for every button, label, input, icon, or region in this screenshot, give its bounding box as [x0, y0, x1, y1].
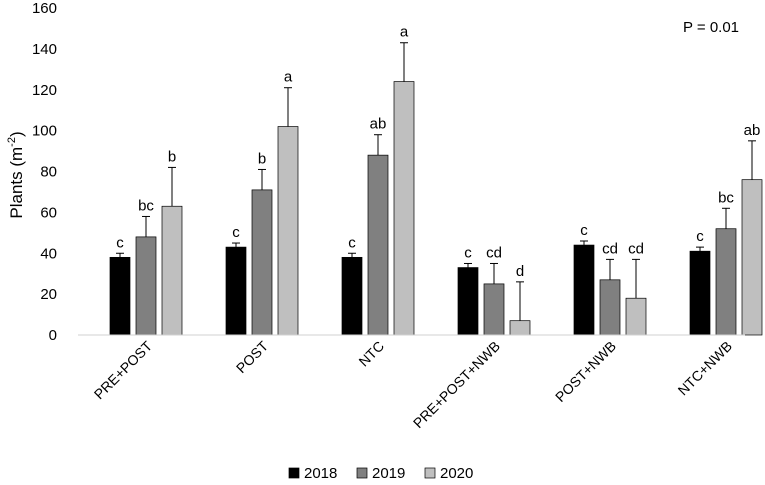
bar-2020-5: [741, 179, 763, 336]
significance-letter: c: [348, 234, 356, 251]
legend-swatch-2019: [356, 467, 368, 479]
bar-2020-4: [625, 297, 647, 336]
y-axis-title-close: ): [7, 131, 26, 137]
x-tick-label: POST+NWB: [552, 338, 619, 405]
legend-label: 2018: [304, 465, 337, 482]
bar-2019-2: [367, 154, 389, 336]
x-tick-label: NTC: [355, 338, 387, 370]
significance-letter: cd: [602, 240, 618, 257]
significance-letter: a: [284, 69, 293, 86]
significance-letter: cd: [628, 240, 644, 257]
y-tick-label: 0: [49, 327, 57, 344]
x-tick-label: POST: [233, 337, 272, 376]
y-axis: 0 20 40 60 80 100 120 140 160: [32, 0, 57, 344]
y-tick-label: 160: [32, 0, 57, 17]
significance-letter: c: [696, 228, 704, 245]
y-tick-label: 20: [40, 286, 57, 303]
y-axis-title-superscript: -2: [6, 137, 18, 147]
y-axis-title-main: Plants (m: [7, 147, 26, 219]
significance-letter: c: [232, 224, 240, 241]
legend-label: 2020: [440, 465, 473, 482]
bar-2020-0: [161, 205, 183, 336]
x-tick-label: PRE+POST+NWB: [410, 338, 503, 431]
significance-letter: c: [580, 222, 588, 239]
y-axis-title: Plants (m-2): [6, 131, 26, 218]
y-tick-label: 120: [32, 82, 57, 99]
significance-letter: b: [168, 148, 176, 165]
bar-2018-3: [457, 267, 479, 336]
x-tick-label: NTC+NWB: [675, 338, 736, 399]
significance-letter: d: [516, 263, 524, 280]
legend: 2018 2019 2020: [288, 465, 473, 482]
significance-letter: bc: [718, 189, 734, 206]
bar-2020-1: [277, 126, 299, 336]
bar-2019-4: [599, 279, 621, 336]
y-tick-label: 80: [40, 164, 57, 181]
bar-2019-5: [715, 228, 737, 336]
legend-label: 2019: [372, 465, 405, 482]
x-axis: PRE+POST POST NTC PRE+POST+NWB POST+NWB NTC+N…: [78, 334, 745, 431]
significance-letter: ab: [744, 122, 761, 139]
significance-letter: bc: [138, 197, 154, 214]
significance-letter: c: [464, 244, 472, 261]
x-tick-label: PRE+POST: [91, 338, 156, 403]
y-tick-label: 60: [40, 204, 57, 221]
bar-2018-5: [689, 250, 711, 336]
significance-letter: cd: [486, 244, 502, 261]
significance-letter: c: [116, 234, 124, 251]
p-value-annotation: P = 0.01: [683, 19, 739, 36]
bar-2019-0: [135, 236, 157, 336]
bar-2018-2: [341, 256, 363, 336]
bar-2019-3: [483, 283, 505, 336]
bar-2020-2: [393, 81, 415, 336]
bar-2018-4: [573, 244, 595, 336]
bar-2019-1: [251, 189, 273, 336]
significance-letter: b: [258, 150, 266, 167]
y-tick-label: 40: [40, 245, 57, 262]
significance-letter: ab: [370, 116, 387, 133]
legend-swatch-2020: [424, 467, 436, 479]
y-tick-label: 100: [32, 123, 57, 140]
bar-2018-0: [109, 256, 131, 336]
y-tick-label: 140: [32, 41, 57, 58]
bar-2020-3: [509, 320, 531, 336]
bar-2018-1: [225, 246, 247, 336]
significance-letter: a: [400, 24, 409, 41]
legend-swatch-2018: [288, 467, 300, 479]
